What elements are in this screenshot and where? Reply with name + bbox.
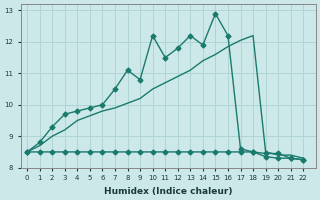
X-axis label: Humidex (Indice chaleur): Humidex (Indice chaleur) <box>104 187 233 196</box>
